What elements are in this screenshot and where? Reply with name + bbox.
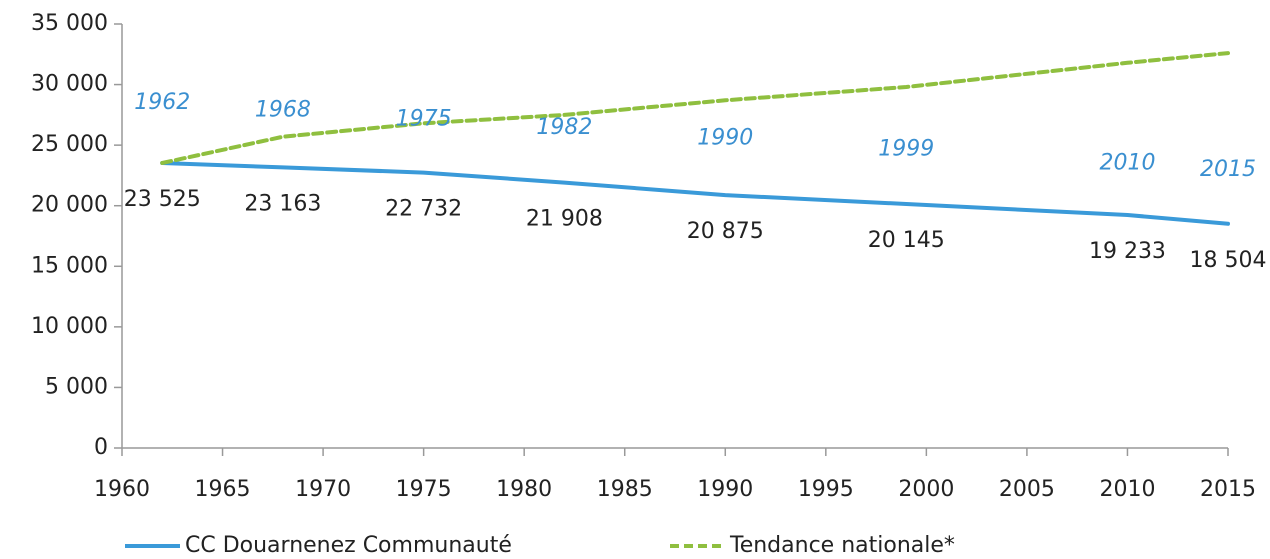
value-label: 21 908 xyxy=(526,207,603,232)
year-annotation: 1999 xyxy=(878,137,934,162)
x-tick-label: 2000 xyxy=(898,477,954,502)
series-line xyxy=(160,51,1230,165)
x-tick-label: 1995 xyxy=(798,477,854,502)
x-tick-label: 1980 xyxy=(496,477,552,502)
value-label: 23 163 xyxy=(244,191,321,216)
value-label: 20 875 xyxy=(687,219,764,244)
y-tick-label: 0 xyxy=(94,435,108,460)
x-tick-label: 1970 xyxy=(295,477,351,502)
x-tick-label: 1965 xyxy=(195,477,251,502)
y-tick-label: 35 000 xyxy=(31,11,108,36)
y-tick-label: 30 000 xyxy=(31,72,108,97)
y-tick-label: 15 000 xyxy=(31,253,108,278)
year-annotation: 1968 xyxy=(255,98,311,123)
value-label: 20 145 xyxy=(868,228,945,253)
x-tick-label: 1990 xyxy=(697,477,753,502)
value-label: 18 504 xyxy=(1190,248,1267,273)
year-annotation: 1975 xyxy=(396,106,452,131)
x-tick-label: 2015 xyxy=(1200,477,1256,502)
year-annotation: 2010 xyxy=(1099,150,1155,175)
x-tick-label: 1975 xyxy=(396,477,452,502)
series-line xyxy=(160,161,1230,226)
y-tick-label: 10 000 xyxy=(31,314,108,339)
y-tick-label: 5 000 xyxy=(45,374,108,399)
year-annotation: 1990 xyxy=(697,125,753,150)
value-label: 19 233 xyxy=(1089,239,1166,264)
x-tick-label: 1985 xyxy=(597,477,653,502)
year-annotation: 1982 xyxy=(536,115,592,140)
x-tick-label: 1960 xyxy=(94,477,150,502)
year-annotation: 2015 xyxy=(1200,157,1256,182)
y-tick-label: 25 000 xyxy=(31,132,108,157)
x-tick-label: 2010 xyxy=(1099,477,1155,502)
y-tick-label: 20 000 xyxy=(31,193,108,218)
legend-label: Tendance nationale* xyxy=(729,533,955,558)
value-label: 22 732 xyxy=(385,197,462,222)
legend-label: CC Douarnenez Communauté xyxy=(185,533,512,558)
value-label: 23 525 xyxy=(124,187,201,212)
x-tick-label: 2005 xyxy=(999,477,1055,502)
year-annotation: 1962 xyxy=(134,90,190,115)
